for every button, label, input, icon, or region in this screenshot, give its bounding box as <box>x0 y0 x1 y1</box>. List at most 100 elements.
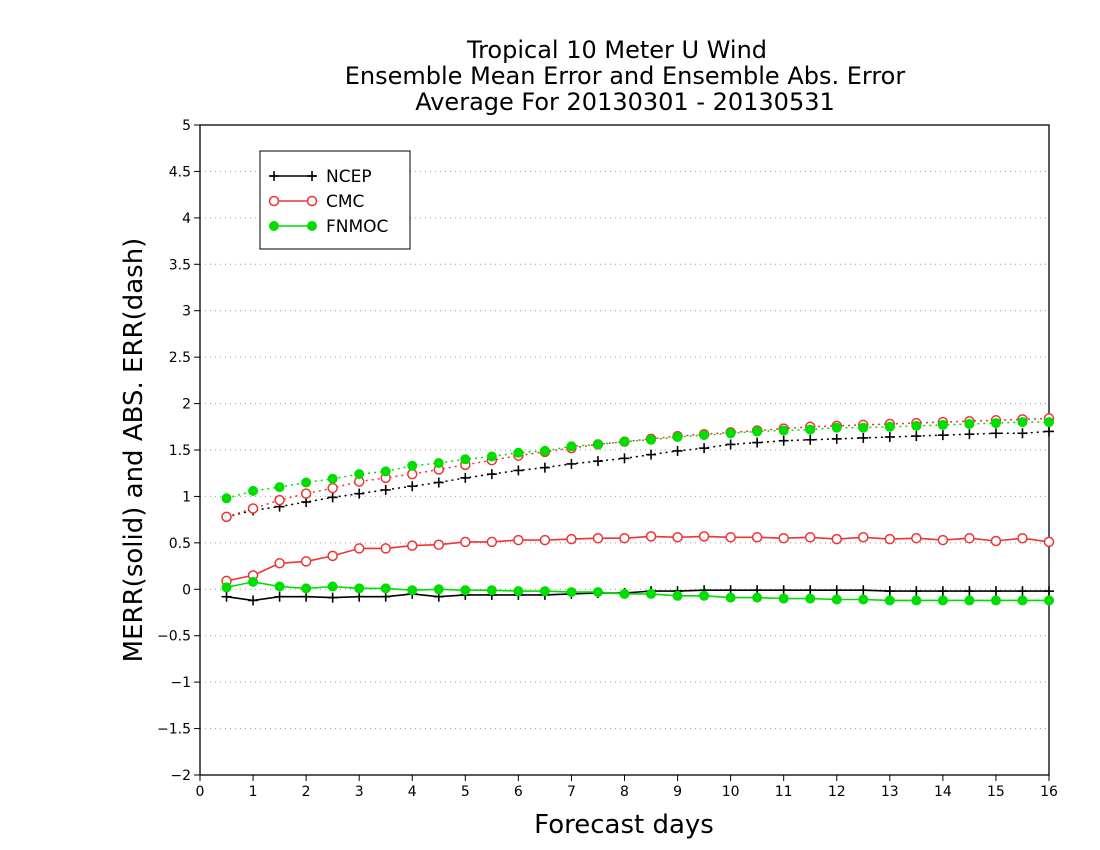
merr-point-fnmoc <box>699 590 710 601</box>
legend-marker-left-ncep <box>269 171 279 181</box>
legend-marker-right-fnmoc <box>307 221 317 231</box>
x-tick-label: 1 <box>249 784 258 800</box>
abs-err-point-ncep <box>752 437 763 448</box>
y-tick-label: −2 <box>170 768 191 784</box>
abs-err-point-fnmoc <box>566 441 577 452</box>
x-tick-label: 6 <box>514 784 523 800</box>
merr-point-ncep <box>248 595 259 606</box>
abs-err-point-fnmoc <box>407 460 418 471</box>
x-tick-label: 10 <box>722 784 740 800</box>
merr-point-fnmoc <box>937 595 948 606</box>
merr-point-ncep <box>301 591 312 602</box>
abs-err-point-ncep <box>460 472 471 483</box>
merr-point-ncep <box>221 591 232 602</box>
x-tick-label: 4 <box>408 784 417 800</box>
merr-point-cmc <box>990 535 1002 547</box>
merr-point-cmc <box>858 532 869 543</box>
abs-err-point-ncep <box>1044 426 1054 437</box>
merr-point-cmc <box>645 531 657 542</box>
abs-err-point-fnmoc <box>964 419 975 429</box>
abs-err-point-ncep <box>858 432 869 443</box>
abs-err-point-ncep <box>354 488 365 499</box>
merr-point-ncep <box>1017 586 1028 597</box>
x-tick-label: 9 <box>673 784 682 800</box>
abs-err-point-fnmoc <box>460 454 471 465</box>
merr-point-cmc <box>566 533 577 545</box>
merr-point-fnmoc <box>752 592 763 603</box>
abs-err-point-fnmoc <box>1044 417 1054 428</box>
merr-point-cmc <box>911 532 922 544</box>
merr-point-ncep <box>805 585 816 596</box>
x-tick-label: 11 <box>775 784 793 800</box>
y-tick-label: 1 <box>182 489 191 505</box>
y-tick-label: 2 <box>182 397 191 413</box>
abs-err-point-ncep <box>592 456 603 467</box>
y-tick-label: 4.5 <box>169 164 191 180</box>
abs-err-point-ncep <box>327 492 338 503</box>
legend-label-cmc: CMC <box>326 192 364 212</box>
abs-err-point-fnmoc <box>937 419 948 430</box>
legend-box <box>259 150 411 250</box>
merr-point-fnmoc <box>433 584 444 595</box>
legend-marker-right-ncep <box>307 171 317 181</box>
abs-err-point-fnmoc <box>354 469 365 480</box>
y-tick-label: −1 <box>170 675 191 691</box>
merr-point-fnmoc <box>911 595 922 606</box>
abs-err-point-cmc <box>221 511 232 523</box>
abs-err-point-cmc <box>274 494 285 506</box>
abs-err-point-fnmoc <box>539 445 550 456</box>
merr-point-cmc <box>964 532 975 544</box>
merr-point-fnmoc <box>513 586 524 597</box>
abs-err-point-ncep <box>805 434 816 445</box>
gridlines <box>200 170 1049 730</box>
abs-err-point-fnmoc <box>752 426 763 437</box>
abs-err-point-ncep <box>619 453 630 464</box>
y-tick-label: −1.5 <box>157 722 191 738</box>
merr-point-cmc <box>539 534 551 546</box>
merr-point-fnmoc <box>725 592 736 603</box>
abs-err-point-fnmoc <box>327 473 338 484</box>
x-tick-label: 7 <box>567 784 576 800</box>
merr-point-cmc <box>778 532 789 544</box>
abs-err-point-ncep <box>937 430 948 441</box>
merr-point-fnmoc <box>884 595 895 606</box>
merr-point-fnmoc <box>566 587 577 598</box>
merr-point-cmc <box>380 543 391 554</box>
legend-marker-left-cmc <box>268 195 280 207</box>
merr-point-cmc <box>831 533 842 545</box>
merr-point-fnmoc <box>858 594 869 605</box>
merr-point-cmc <box>1017 532 1028 544</box>
abs-err-point-fnmoc <box>990 418 1001 429</box>
y-axis-label: MERR(solid) and ABS. ERR(dash) <box>119 238 149 663</box>
x-tick-label: 16 <box>1040 784 1058 800</box>
x-tick-label: 12 <box>828 784 846 800</box>
abs-err-point-fnmoc <box>486 451 497 462</box>
abs-err-point-fnmoc <box>778 425 789 436</box>
abs-err-point-ncep <box>407 481 418 492</box>
merr-point-ncep <box>354 591 365 602</box>
merr-point-cmc <box>725 532 736 543</box>
abs-err-point-ncep <box>725 439 736 450</box>
abs-err-point-ncep <box>964 429 975 440</box>
merr-point-ncep <box>778 585 789 596</box>
merr-point-fnmoc <box>248 576 259 587</box>
abs-err-point-ncep <box>831 433 842 444</box>
merr-point-cmc <box>433 539 445 550</box>
abs-err-point-fnmoc <box>380 466 391 477</box>
abs-err-point-fnmoc <box>301 477 312 488</box>
merr-point-ncep <box>858 585 869 596</box>
merr-point-cmc <box>1043 536 1055 548</box>
abs-err-point-fnmoc <box>725 428 736 439</box>
merr-point-ncep <box>937 586 948 597</box>
merr-point-cmc <box>513 534 524 546</box>
merr-point-cmc <box>460 536 471 548</box>
legend-marker-right-cmc <box>306 195 318 207</box>
legend: NCEP CMC FNMOC <box>259 150 411 250</box>
x-tick-label: 8 <box>620 784 629 800</box>
merr-point-fnmoc <box>380 583 391 594</box>
merr-point-fnmoc <box>1017 595 1028 606</box>
merr-point-ncep <box>380 591 391 602</box>
merr-point-fnmoc <box>539 586 550 597</box>
merr-point-cmc <box>751 532 763 543</box>
abs-err-point-ncep <box>513 465 524 476</box>
